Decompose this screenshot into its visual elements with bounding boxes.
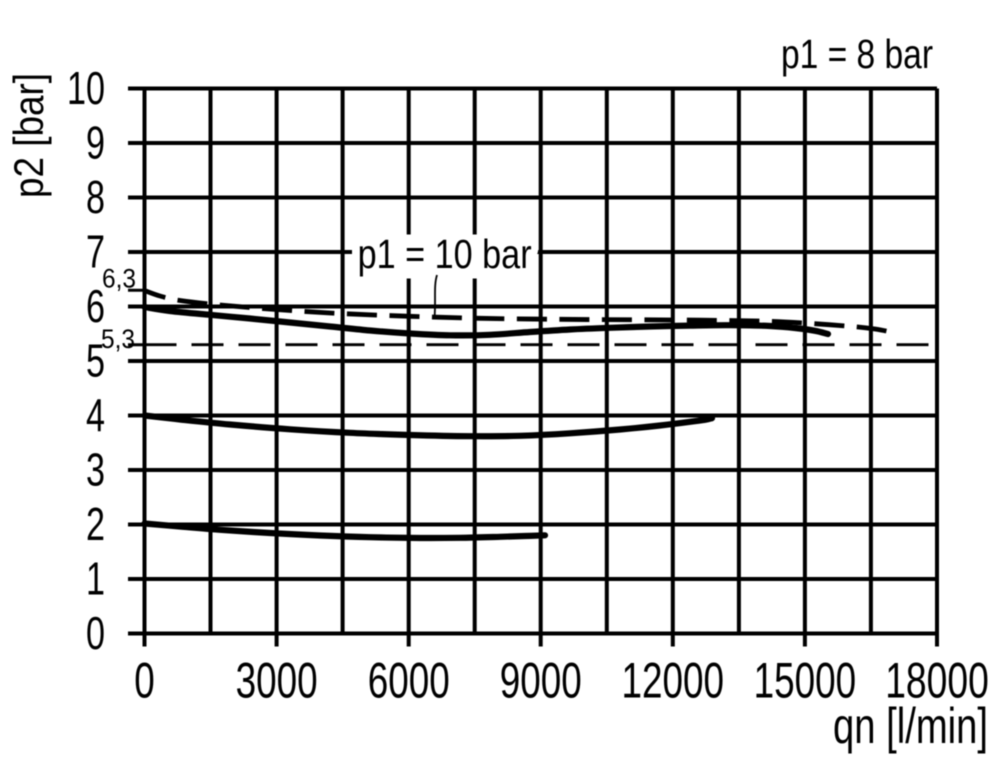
svg-text:9: 9 (86, 117, 105, 169)
svg-text:5: 5 (86, 335, 105, 387)
svg-text:3: 3 (86, 444, 105, 496)
svg-text:1: 1 (86, 553, 105, 605)
svg-text:4: 4 (86, 389, 105, 441)
svg-text:0: 0 (86, 607, 105, 659)
svg-text:3000: 3000 (236, 653, 318, 709)
svg-text:7: 7 (86, 226, 105, 278)
svg-text:18000: 18000 (885, 653, 989, 709)
svg-text:15000: 15000 (754, 653, 857, 709)
svg-text:p1 = 8 bar: p1 = 8 bar (781, 31, 933, 77)
svg-text:8: 8 (86, 171, 105, 223)
svg-text:6000: 6000 (368, 653, 450, 709)
svg-text:6: 6 (86, 280, 105, 332)
svg-text:9000: 9000 (500, 653, 582, 709)
svg-text:2: 2 (86, 498, 105, 550)
svg-text:p2 [bar]: p2 [bar] (5, 73, 52, 198)
svg-text:6,3: 6,3 (102, 264, 136, 294)
svg-text:12000: 12000 (622, 653, 725, 709)
svg-text:5,3: 5,3 (101, 324, 135, 354)
svg-text:10: 10 (67, 62, 105, 114)
svg-text:0: 0 (134, 653, 155, 709)
svg-text:qn [l/min]: qn [l/min] (833, 698, 988, 754)
svg-text:p1 = 10 bar: p1 = 10 bar (358, 231, 532, 277)
